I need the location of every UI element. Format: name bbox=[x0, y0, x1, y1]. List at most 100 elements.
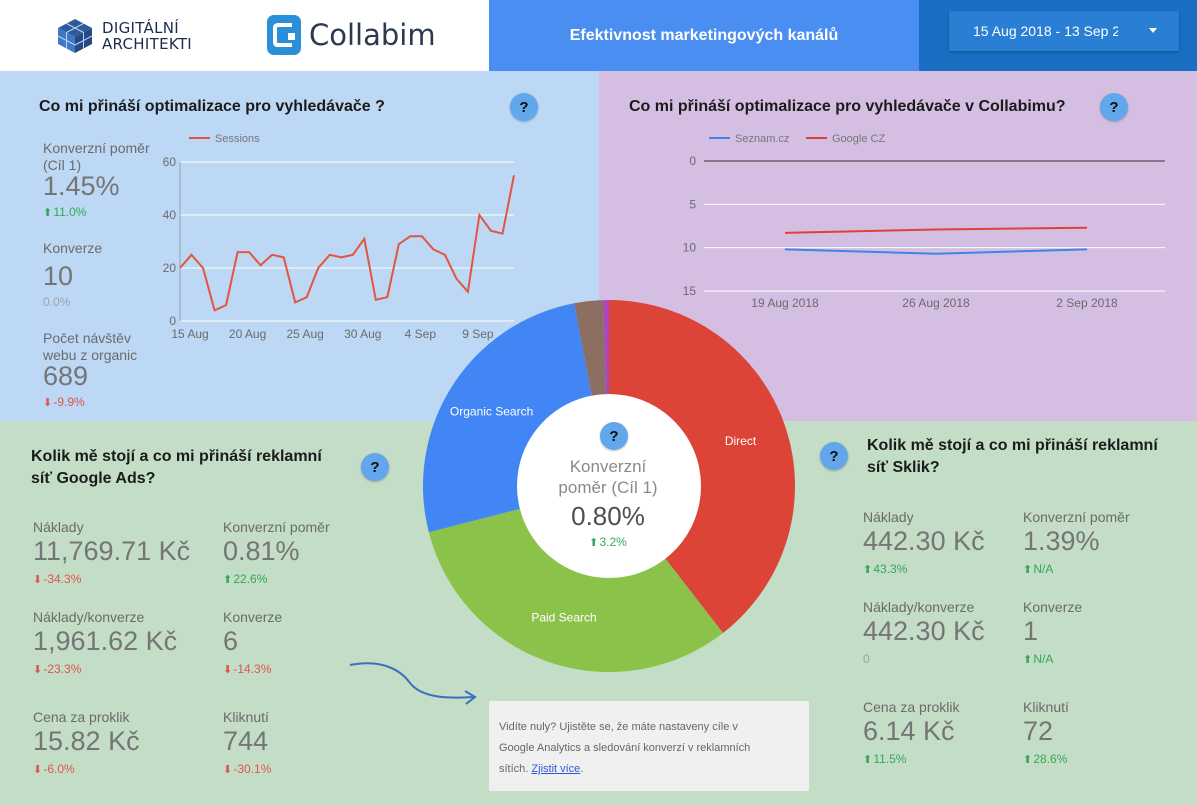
seo-title: Co mi přináší optimalizace pro vyhledáva… bbox=[39, 98, 385, 115]
kpi-value: 15.82 Kč bbox=[33, 726, 140, 756]
x-tick-label: 15 Aug bbox=[171, 327, 208, 341]
seo-kpi-change: ⬇ -9.9% bbox=[43, 395, 85, 410]
arrow-down-icon: ⬇ bbox=[33, 574, 43, 586]
kpi-change: ⬆ 28.6% bbox=[1023, 752, 1067, 767]
arrow-down-icon: ⬇ bbox=[43, 397, 53, 409]
kpi-change: ⬆ 22.6% bbox=[223, 572, 267, 587]
kpi-value: 0.81% bbox=[223, 536, 300, 566]
change-value: -23.3% bbox=[43, 662, 82, 676]
change-value: 0 bbox=[863, 652, 870, 666]
kpi-change: ⬇ -23.3% bbox=[33, 662, 81, 677]
kpi-value: 6 bbox=[223, 626, 239, 656]
kpi-change: ⬆ N/A bbox=[1023, 652, 1053, 667]
center-label-line2: poměr (Cíl 1) bbox=[558, 478, 658, 497]
kpi-label-line1: Počet návštěv bbox=[43, 330, 131, 346]
x-tick-label: 9 Sep bbox=[462, 327, 494, 341]
title-line2: síť Sklik? bbox=[867, 459, 940, 476]
title-line2: síť Google Ads? bbox=[31, 470, 156, 487]
donut-center-change: ⬆ 3.2% bbox=[548, 535, 668, 549]
kpi-change: ⬇ -6.0% bbox=[33, 762, 75, 777]
help-icon[interactable]: ? bbox=[820, 442, 848, 470]
collabim-c-icon bbox=[267, 15, 301, 55]
note-line3: sítích. Zjistit více. bbox=[499, 759, 799, 780]
date-range-value: 15 Aug 2018 - 13 Sep 2018 bbox=[973, 23, 1118, 39]
kpi-value: 1 bbox=[1023, 616, 1039, 646]
change-value: 28.6% bbox=[1033, 752, 1068, 766]
kpi-label: Konverzní poměr bbox=[223, 519, 330, 535]
kpi-value: 72 bbox=[1023, 716, 1054, 746]
x-tick-label: 19 Aug 2018 bbox=[751, 296, 819, 310]
x-tick-label: 20 Aug bbox=[229, 327, 266, 341]
x-tick-label: 25 Aug bbox=[286, 327, 323, 341]
collabim-wordmark: Collabim bbox=[309, 18, 436, 52]
zero-values-note: Vidíte nuly? Ujistěte se, že máte nastav… bbox=[489, 701, 809, 791]
learn-more-link[interactable]: Zjistit více bbox=[531, 763, 581, 775]
sklik-title: Kolik mě stojí a co mi přináší reklamní … bbox=[867, 435, 1158, 479]
donut-center-label: Konverzní poměr (Cíl 1) bbox=[548, 456, 668, 498]
help-icon[interactable]: ? bbox=[361, 453, 389, 481]
help-icon[interactable]: ? bbox=[1100, 93, 1128, 121]
seo-kpi-value: 689 bbox=[43, 361, 89, 391]
sessions-series-line bbox=[179, 175, 515, 312]
change-value: -6.0% bbox=[43, 762, 75, 776]
seo-kpi-value: 1.45% bbox=[43, 171, 120, 201]
x-tick-label: 30 Aug bbox=[344, 327, 381, 341]
arrow-up-icon: ⬆ bbox=[863, 564, 873, 576]
arrow-down-icon: ⬇ bbox=[223, 664, 233, 676]
rankings-line-chart[interactable]: 0 5 10 15 19 Aug 2018 26 Aug 2018 2 Sep 2018 Se… bbox=[599, 71, 1197, 421]
change-value: N/A bbox=[1033, 652, 1054, 666]
kpi-label: Konverze bbox=[1023, 599, 1083, 615]
seo-kpi-value: 10 bbox=[43, 261, 74, 291]
curved-arrow-icon bbox=[349, 662, 477, 705]
date-bar: 15 Aug 2018 - 13 Sep 2018 bbox=[919, 0, 1197, 71]
seo-kpi-label: Konverzní poměr (Cíl 1) bbox=[43, 140, 150, 174]
legend-label: Google CZ bbox=[832, 133, 885, 145]
kpi-label: Cena za proklik bbox=[33, 709, 130, 725]
legend-label: Seznam.cz bbox=[735, 133, 789, 145]
seo-kpi-change: 0.0% bbox=[43, 295, 71, 309]
arrow-up-icon: ⬆ bbox=[1023, 654, 1033, 666]
change-value: -14.3% bbox=[233, 662, 272, 676]
legend-label: Sessions bbox=[215, 133, 260, 145]
arrow-up-icon: ⬆ bbox=[43, 207, 53, 219]
seo-kpi-label: Konverze bbox=[43, 240, 103, 256]
x-tick-label: 4 Sep bbox=[405, 327, 437, 341]
header: DIGITÁLNÍ ARCHITEKTI Collabim Efektivnos… bbox=[0, 0, 1197, 71]
change-value: -9.9% bbox=[53, 395, 85, 409]
digitalni-architekti-logo[interactable]: DIGITÁLNÍ ARCHITEKTI bbox=[56, 18, 192, 54]
collabim-logo[interactable]: Collabim bbox=[265, 13, 436, 57]
cube-logo-icon bbox=[57, 19, 93, 53]
kpi-label: Náklady/konverze bbox=[33, 609, 145, 625]
kpi-change: ⬆ N/A bbox=[1023, 562, 1053, 577]
note-line3-suffix: . bbox=[580, 763, 584, 775]
kpi-value: 744 bbox=[223, 726, 269, 756]
arrow-down-icon: ⬇ bbox=[223, 764, 233, 776]
sessions-line-chart[interactable]: 0 20 40 60 15 Aug 20 Aug 25 Aug 30 Aug 4 Sep 9 Se… bbox=[0, 71, 599, 421]
kpi-value: 1,961.62 Kč bbox=[33, 626, 178, 656]
help-icon[interactable]: ? bbox=[510, 93, 538, 121]
arrow-up-icon: ⬆ bbox=[863, 754, 873, 766]
title-line1: Kolik mě stojí a co mi přináší reklamní bbox=[867, 437, 1158, 454]
date-range-picker[interactable]: 15 Aug 2018 - 13 Sep 2018 bbox=[949, 11, 1179, 51]
kpi-label-line2: webu z organic bbox=[43, 347, 138, 363]
note-line3-prefix: sítích. bbox=[499, 763, 529, 775]
note-line1: Vidíte nuly? Ujistěte se, že máte nastav… bbox=[499, 721, 738, 733]
kpi-label-line1: Konverzní poměr bbox=[43, 140, 150, 156]
kpi-value: 6.14 Kč bbox=[863, 716, 955, 746]
y-tick-label: 0 bbox=[169, 314, 176, 328]
collabim-title: Co mi přináší optimalizace pro vyhledáva… bbox=[629, 98, 1066, 115]
kpi-label: Náklady bbox=[863, 509, 914, 525]
note-line2: Google Analytics a sledování konverzí v … bbox=[499, 742, 751, 754]
help-icon[interactable]: ? bbox=[600, 422, 628, 450]
kpi-change: ⬇ -14.3% bbox=[223, 662, 271, 677]
change-value: 43.3% bbox=[873, 562, 908, 576]
arrow-up-icon: ⬆ bbox=[589, 537, 599, 549]
kpi-change: ⬆ 43.3% bbox=[863, 562, 907, 577]
logo-da-line1: DIGITÁLNÍ bbox=[102, 19, 179, 37]
change-value: 11.0% bbox=[53, 205, 87, 219]
kpi-value: 442.30 Kč bbox=[863, 526, 985, 556]
report-title: Efektivnost marketingových kanálů bbox=[489, 0, 919, 71]
kpi-label: Kliknutí bbox=[223, 709, 269, 725]
arrow-up-icon: ⬆ bbox=[223, 574, 233, 586]
kpi-label: Konverze bbox=[223, 609, 283, 625]
